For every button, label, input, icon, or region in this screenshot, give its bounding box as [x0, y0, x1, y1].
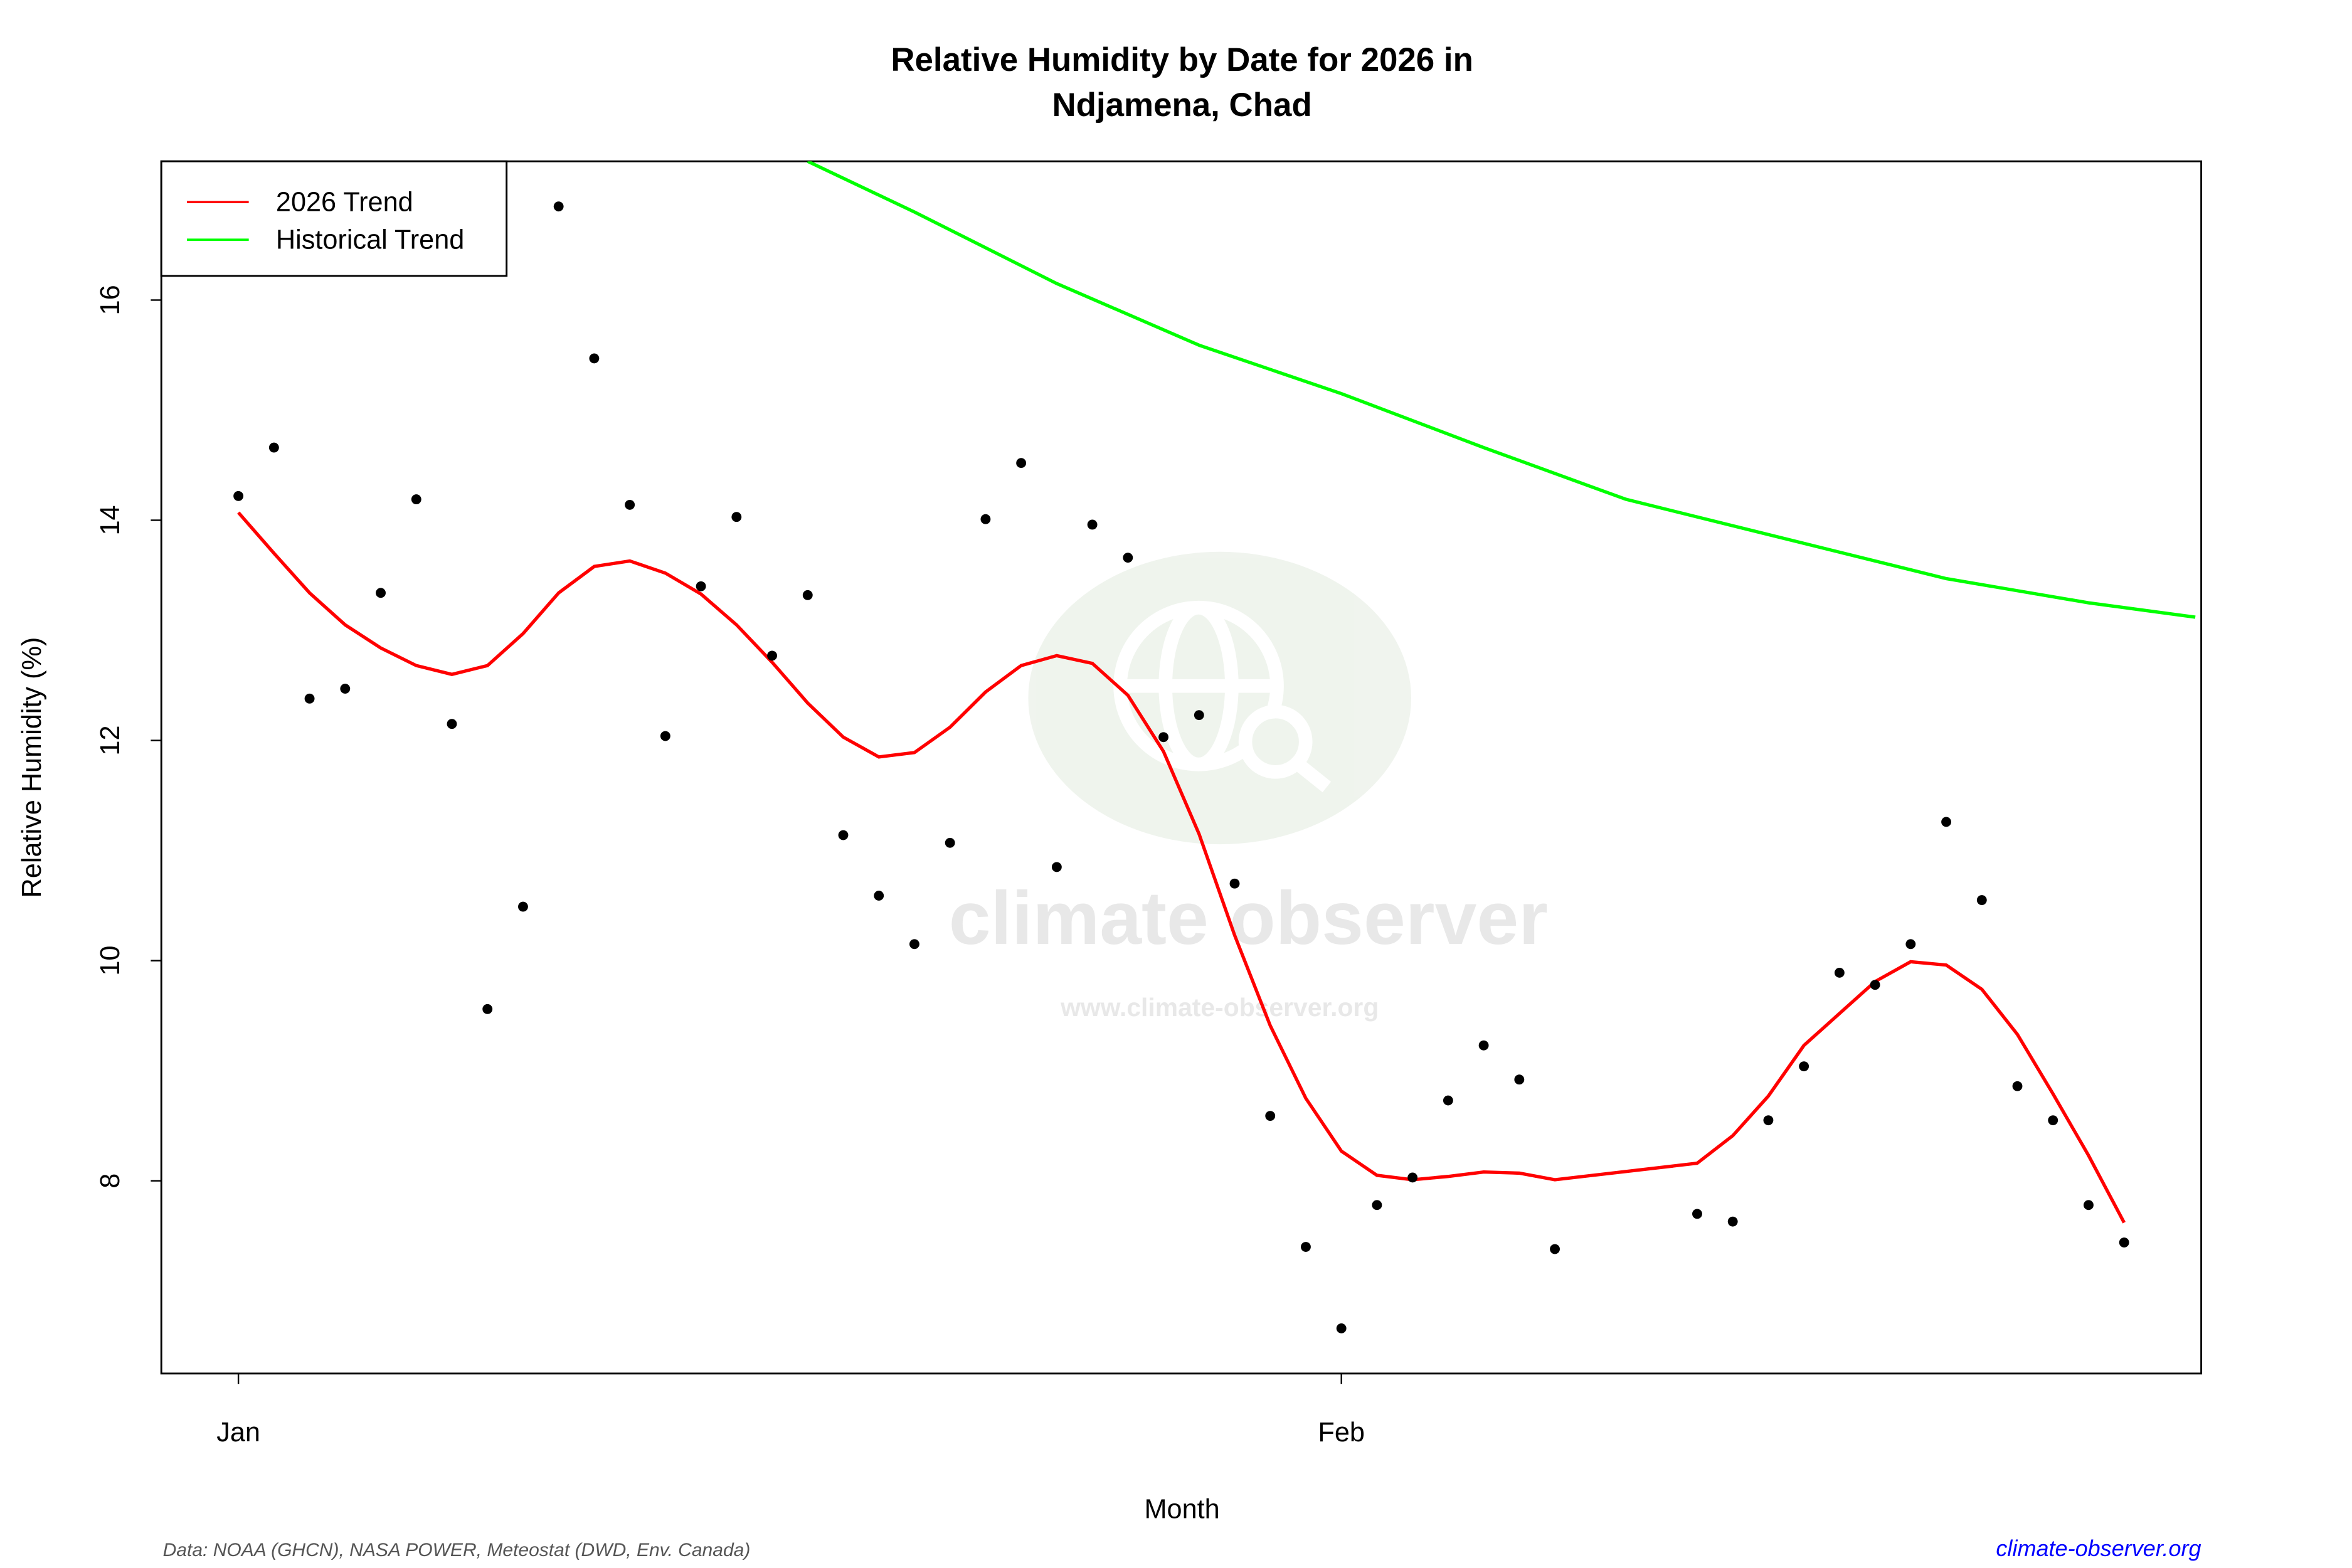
data-point: [874, 891, 884, 901]
legend-label-2026: 2026 Trend: [276, 188, 413, 218]
data-point: [945, 837, 955, 848]
data-point: [1905, 939, 1916, 950]
legend: 2026 Trend Historical Trend: [160, 160, 508, 277]
data-point: [482, 1004, 493, 1014]
data-point: [909, 939, 919, 950]
data-point: [2048, 1115, 2058, 1126]
data-point: [1763, 1115, 1774, 1126]
data-point: [2084, 1200, 2094, 1210]
data-point: [1087, 519, 1098, 530]
historical-trend-line: [807, 161, 2196, 619]
data-point: [518, 901, 528, 912]
data-point: [1229, 878, 1240, 889]
data-point: [340, 684, 351, 694]
globe-search-icon: [1113, 600, 1332, 793]
data-point: [1941, 817, 1951, 827]
data-point: [268, 442, 279, 453]
data-point: [1550, 1244, 1560, 1254]
data-point: [2012, 1081, 2023, 1091]
data-point: [1301, 1242, 1311, 1252]
data-point: [1336, 1323, 1347, 1333]
data-point: [1265, 1111, 1276, 1121]
data-point: [233, 490, 244, 501]
chart-title-line1: Relative Humidity by Date for 2026 in: [891, 41, 1473, 78]
data-point: [411, 494, 421, 505]
y-axis: 8 10 12 14 16: [95, 285, 162, 1189]
site-link[interactable]: climate-observer.org: [1996, 1535, 2201, 1561]
y-tick-label: 16: [95, 285, 125, 315]
data-point: [2119, 1237, 2129, 1248]
data-point: [767, 650, 777, 661]
x-axis-label: Month: [1145, 1495, 1220, 1525]
watermark-url: www.climate-observer.org: [1060, 993, 1379, 1022]
data-point: [1976, 895, 1987, 906]
data-point: [1158, 732, 1168, 743]
watermark-logo: climate observer www.climate-observer.or…: [949, 551, 1548, 1022]
x-axis: Jan Feb: [216, 1373, 1365, 1448]
legend-label-historical: Historical Trend: [276, 225, 464, 255]
watermark-name: climate observer: [949, 876, 1548, 960]
x-tick-label: Feb: [1318, 1417, 1365, 1448]
data-point: [802, 590, 813, 600]
data-point: [696, 581, 706, 591]
data-points: [233, 201, 2129, 1333]
x-tick-label: Jan: [216, 1417, 260, 1448]
data-point: [1123, 553, 1133, 563]
data-point: [1443, 1095, 1453, 1106]
plot-area: [160, 160, 2203, 1375]
data-point: [980, 514, 991, 524]
data-point: [1692, 1209, 1702, 1219]
data-point: [1051, 862, 1062, 872]
data-point: [589, 353, 600, 364]
y-tick-label: 8: [95, 1173, 125, 1189]
data-point: [1727, 1216, 1738, 1227]
data-source-note: Data: NOAA (GHCN), NASA POWER, Meteostat…: [163, 1540, 751, 1560]
data-point: [731, 512, 742, 522]
data-point: [625, 499, 635, 510]
data-point: [1372, 1200, 1382, 1210]
data-point: [660, 731, 670, 741]
data-point: [304, 693, 315, 704]
data-point: [1016, 458, 1027, 469]
data-point: [376, 588, 386, 598]
y-tick-label: 12: [95, 725, 125, 755]
trend-2026-line: [237, 511, 2126, 1224]
chart-title-line2: Ndjamena, Chad: [1052, 87, 1311, 124]
y-axis-label: Relative Humidity (%): [17, 637, 47, 898]
data-point: [1194, 710, 1204, 721]
data-point: [553, 201, 564, 212]
data-point: [1870, 980, 1880, 990]
data-point: [1478, 1040, 1489, 1051]
data-point: [1514, 1074, 1525, 1085]
data-point: [838, 830, 849, 840]
data-point: [1407, 1172, 1418, 1183]
data-point: [447, 719, 457, 729]
data-point: [1799, 1061, 1809, 1072]
y-tick-label: 10: [95, 946, 125, 976]
data-point: [1834, 968, 1845, 978]
y-tick-label: 14: [95, 505, 125, 535]
